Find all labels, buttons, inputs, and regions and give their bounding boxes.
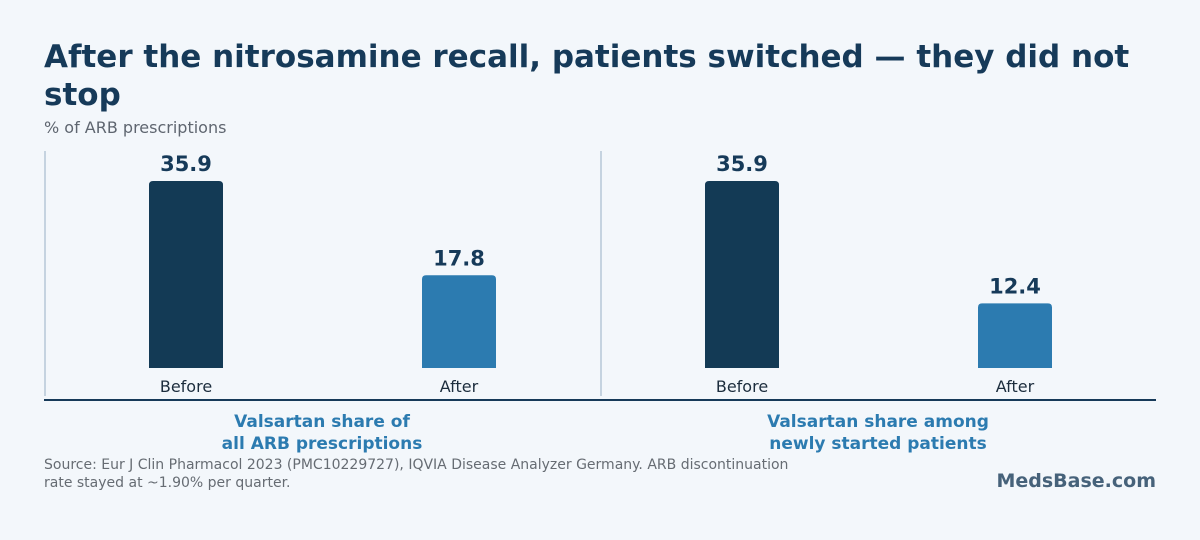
source-line: Source: Eur J Clin Pharmacol 2023 (PMC10… (44, 457, 789, 473)
panel-label-line: newly started patients (769, 434, 987, 454)
category-tick-label: After (996, 377, 1035, 396)
category-tick-label: Before (160, 377, 212, 396)
panel-label-line: all ARB prescriptions (221, 434, 423, 454)
bar-after (978, 303, 1052, 368)
source-line: rate stayed at ~1.90% per quarter. (44, 475, 291, 491)
bar-value-label: 17.8 (433, 246, 485, 270)
panel-label-all-arb: Valsartan share of all ARB prescriptions (172, 411, 472, 455)
chart-marks: 35.9 Before 17.8 After 35.9 Before 12.4 After (44, 151, 1156, 401)
source-note: Source: Eur J Clin Pharmacol 2023 (PMC10… (44, 456, 814, 492)
category-tick-label: After (440, 377, 479, 396)
bar-after (422, 275, 496, 368)
bar-before (705, 181, 779, 368)
brand-logo-text: MedsBase.com (996, 470, 1156, 492)
bar-value-label: 35.9 (716, 152, 768, 176)
panel-label-line: Valsartan share of (234, 412, 410, 432)
bar-value-label: 35.9 (160, 152, 212, 176)
panel-label-new-patients: Valsartan share among newly started pati… (728, 411, 1028, 455)
chart-title: After the nitrosamine recall, patients s… (44, 39, 1130, 113)
bar-before (149, 181, 223, 368)
category-tick-label: Before (716, 377, 768, 396)
bar-value-label: 12.4 (989, 274, 1041, 298)
chart-subtitle: % of ARB prescriptions (44, 118, 227, 137)
panel-label-line: Valsartan share among (767, 412, 989, 432)
